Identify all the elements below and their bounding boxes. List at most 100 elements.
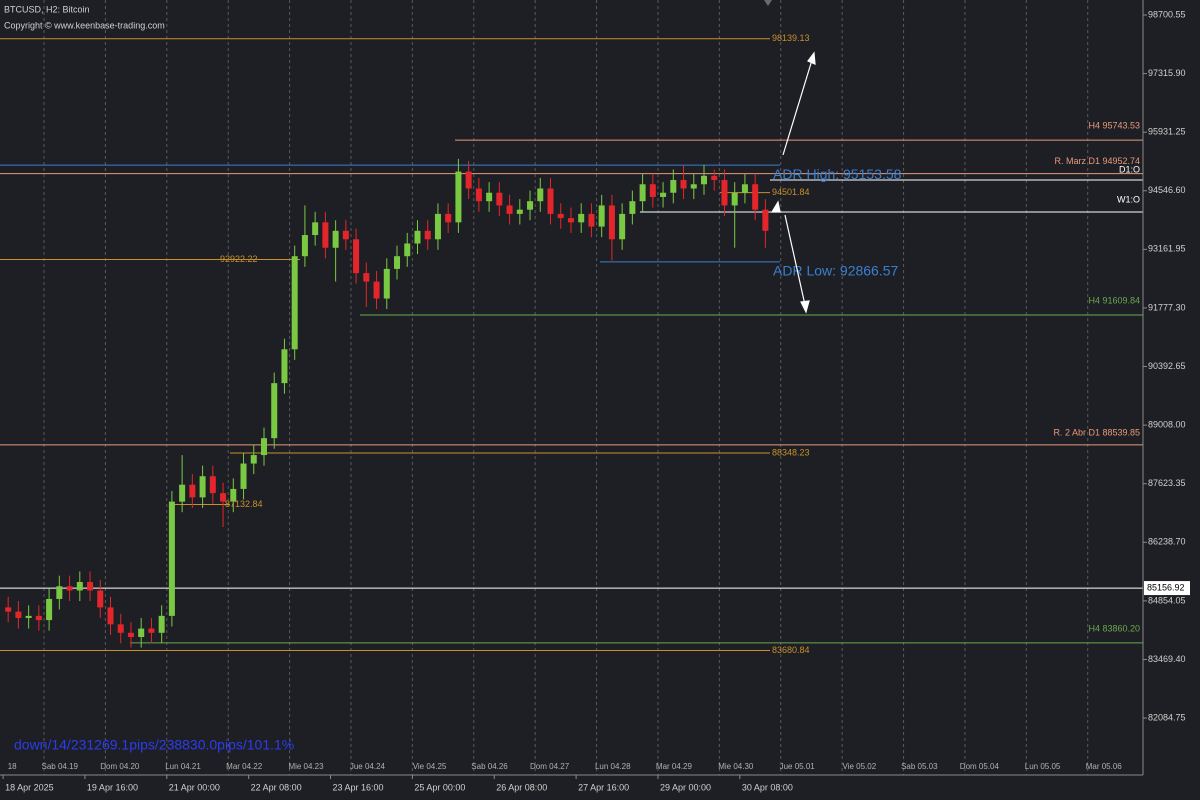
level-label: H4 91609.84 [1088, 295, 1140, 305]
candle-body [230, 488, 237, 502]
candle-body [608, 205, 615, 240]
day-label: Mar 04.22 [226, 762, 263, 771]
candle-body [97, 590, 104, 608]
day-label: Vie 04.25 [413, 762, 447, 771]
y-tick-label: 93161.95 [1148, 244, 1186, 254]
candle-body [414, 230, 421, 244]
candle-body [240, 463, 247, 489]
level-label: ADR High: 95153.58 [773, 166, 902, 182]
day-label: Jue 05.01 [780, 762, 816, 771]
candle-body [506, 205, 513, 214]
candle-body [639, 184, 646, 202]
level-label: R. Marz D1 94952.74 [1054, 156, 1140, 166]
candle-body [281, 349, 288, 384]
day-label: Sab 05.03 [901, 762, 938, 771]
y-tick-label: 90392.65 [1148, 361, 1186, 371]
arrow-small [770, 200, 781, 213]
candle-body [46, 598, 53, 621]
level-label: 83680.84 [772, 645, 810, 655]
candle-body [731, 192, 738, 206]
candle-body [25, 615, 32, 618]
candle-body [434, 213, 441, 240]
y-tick-label: 98700.55 [1148, 9, 1186, 19]
x-tick-label: 23 Apr 16:00 [333, 782, 384, 792]
day-label: Mie 04.30 [718, 762, 754, 771]
level-label: ADR Low: 92866.57 [773, 263, 899, 279]
shift-marker [764, 0, 772, 6]
level-label: R. 2 Abr D1 88539.85 [1053, 427, 1140, 437]
day-label: Mar 04.29 [656, 762, 693, 771]
candle-body [598, 205, 605, 227]
price-box-label: 85156.92 [1147, 582, 1185, 592]
candle-body [516, 209, 523, 214]
y-tick-label: 86238.70 [1148, 537, 1186, 547]
level-label: W1:O [1117, 194, 1140, 204]
candle-body [250, 455, 257, 464]
projection-arrows [770, 51, 816, 314]
day-label: Lun 04.28 [595, 762, 631, 771]
candle-body [445, 213, 452, 223]
candle-body [455, 171, 462, 223]
level-label: 88348.23 [772, 447, 810, 457]
day-label: 18 [8, 762, 17, 771]
arrow-down-head [800, 300, 810, 314]
candle-body [680, 180, 687, 189]
day-label: Lun 05.05 [1025, 762, 1061, 771]
chart-title: BTCUSD, H2: Bitcoin [4, 4, 90, 14]
x-tick-label: 27 Apr 16:00 [578, 782, 629, 792]
candle-body [711, 175, 718, 181]
candle-body [690, 184, 697, 189]
candles [5, 158, 769, 648]
candle-body [220, 493, 227, 502]
candle-body [547, 188, 554, 214]
day-label: Sab 04.19 [42, 762, 79, 771]
candle-body [670, 180, 677, 193]
level-label: D1:O [1119, 164, 1140, 174]
candle-body [209, 476, 216, 494]
candle-body [373, 281, 380, 299]
candle-body [475, 188, 482, 202]
candle-body [189, 484, 196, 498]
y-tick-label: 87623.35 [1148, 478, 1186, 488]
candle-body [619, 213, 626, 240]
level-label: H4 83860.20 [1088, 623, 1140, 633]
candle-body [127, 632, 134, 638]
x-tick-label: 21 Apr 00:00 [169, 782, 220, 792]
x-tick-label: 22 Apr 08:00 [251, 782, 302, 792]
candle-body [260, 438, 267, 456]
candle-body [588, 213, 595, 227]
candle-body [465, 171, 472, 189]
day-label: Jue 04.24 [350, 762, 386, 771]
candle-body [557, 213, 564, 219]
y-tick-label: 95931.25 [1148, 127, 1186, 137]
grid: 98700.55 97315.90 95931.25 94546.60 93161.95… [2, 0, 1186, 792]
x-tick-label: 18 Apr 2025 [5, 782, 54, 792]
candle-body [35, 615, 42, 621]
level-label: 94501.84 [772, 187, 810, 197]
day-label: Vie 05.02 [842, 762, 876, 771]
chart-subtitle: Copyright © www.keenbase-trading.com [4, 20, 165, 30]
candle-body [5, 607, 12, 612]
y-tick-label: 91777.30 [1148, 302, 1186, 312]
candle-body [700, 175, 707, 185]
candle-body [332, 230, 339, 248]
labels: 98139.13 H4 95743.53 R. Marz D1 94952.74 AD… [220, 33, 1190, 655]
day-label: Dom 04.27 [530, 762, 570, 771]
candle-body [312, 222, 319, 236]
day-label: Lun 04.21 [165, 762, 201, 771]
candle-body [404, 243, 411, 257]
candle-body [301, 235, 308, 257]
y-tick-label: 82084.75 [1148, 712, 1186, 722]
candle-body [291, 256, 298, 350]
candle-body [649, 184, 656, 197]
candle-body [486, 192, 493, 202]
candle-body [424, 230, 431, 240]
level-label: 87132.84 [225, 499, 263, 509]
candle-body [363, 273, 370, 282]
price-box [1144, 581, 1190, 596]
candle-body [56, 586, 63, 599]
y-tick-label: 94546.60 [1148, 185, 1186, 195]
candle-body [342, 230, 349, 240]
x-tick-label: 30 Apr 08:00 [742, 782, 793, 792]
